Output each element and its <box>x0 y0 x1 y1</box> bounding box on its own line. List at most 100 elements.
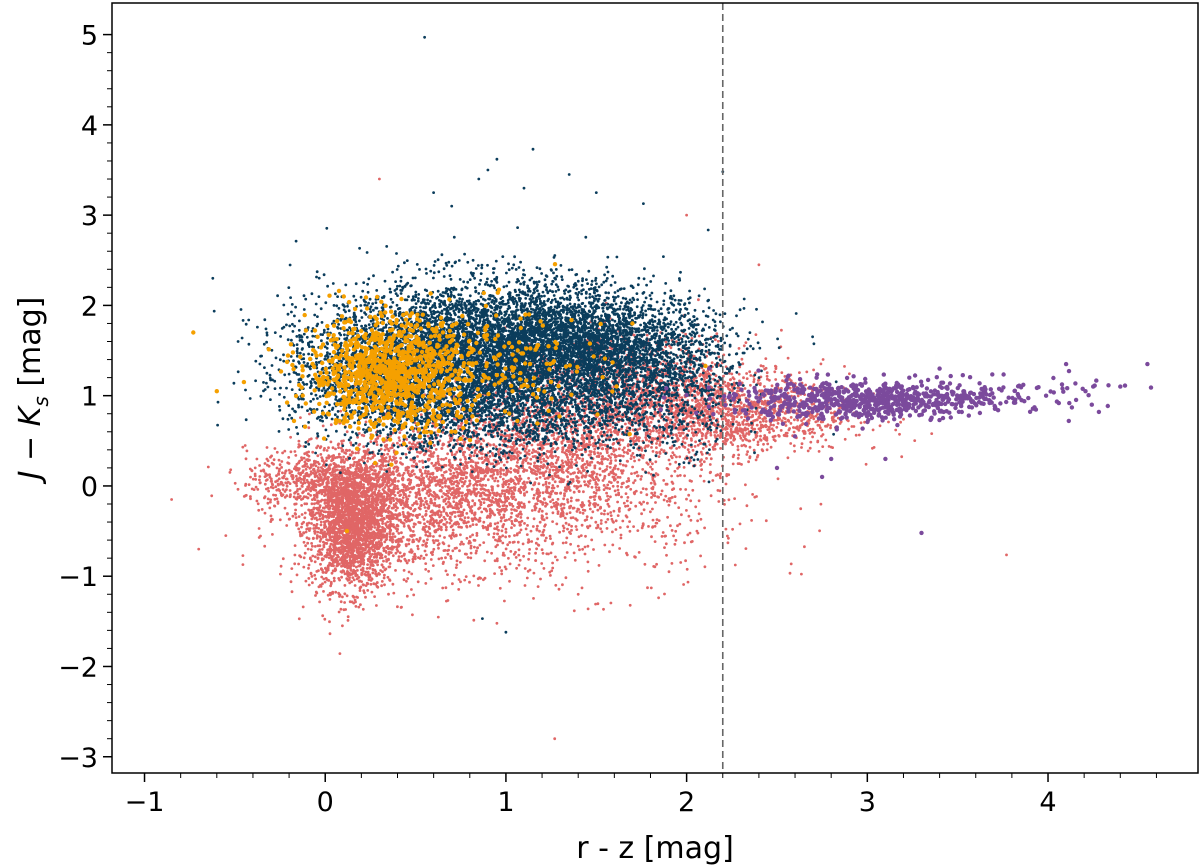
data-point <box>352 516 356 519</box>
data-point <box>366 483 370 486</box>
data-point <box>583 545 587 549</box>
data-point <box>277 472 280 476</box>
data-point <box>498 447 501 451</box>
data-point <box>266 486 270 490</box>
data-point <box>323 580 327 584</box>
data-point <box>310 502 314 506</box>
data-point <box>288 489 292 492</box>
data-point <box>405 503 409 507</box>
data-point <box>328 455 332 459</box>
data-point <box>281 488 285 491</box>
data-point <box>352 496 355 500</box>
data-point <box>444 470 448 474</box>
data-point <box>327 500 331 504</box>
data-point <box>368 532 371 535</box>
data-point <box>500 529 504 533</box>
data-point <box>333 552 337 556</box>
data-point <box>364 540 368 544</box>
data-point <box>541 491 545 495</box>
data-point <box>444 502 448 506</box>
data-point <box>359 603 362 607</box>
data-point <box>344 524 347 528</box>
data-point <box>694 505 698 509</box>
data-point <box>422 518 426 521</box>
data-point <box>268 473 271 477</box>
data-point <box>472 489 476 492</box>
data-point <box>310 522 313 525</box>
data-point <box>449 554 453 558</box>
data-point <box>450 536 453 540</box>
data-point <box>426 470 430 473</box>
data-point <box>448 463 451 467</box>
data-point <box>442 476 445 480</box>
data-point <box>374 438 378 441</box>
data-point <box>353 473 357 477</box>
data-point <box>649 510 652 514</box>
data-point <box>385 483 388 487</box>
data-point <box>485 550 489 554</box>
data-point <box>330 490 333 493</box>
data-point <box>395 523 399 527</box>
data-point <box>362 483 365 487</box>
data-point <box>320 548 324 551</box>
data-point <box>358 589 362 592</box>
data-point <box>529 462 532 466</box>
data-point <box>333 456 337 460</box>
data-point <box>319 445 323 448</box>
data-point <box>501 489 504 493</box>
data-point <box>316 557 320 560</box>
data-point <box>465 512 469 515</box>
data-point <box>407 478 411 481</box>
data-point <box>355 482 359 486</box>
data-point <box>525 490 529 494</box>
data-point <box>431 522 434 526</box>
data-point <box>530 487 534 491</box>
data-point <box>407 466 411 469</box>
data-point <box>524 527 528 531</box>
data-point <box>322 510 326 513</box>
data-point <box>378 459 381 462</box>
data-point <box>275 450 279 454</box>
data-point <box>317 466 320 469</box>
data-point <box>422 557 426 560</box>
data-point <box>290 567 294 570</box>
data-point <box>360 568 363 572</box>
data-point <box>317 491 321 495</box>
data-point <box>330 558 334 562</box>
data-point <box>334 468 338 472</box>
data-point <box>334 558 337 562</box>
data-point <box>731 527 734 531</box>
data-point <box>315 511 318 515</box>
data-point <box>341 496 345 500</box>
data-point <box>376 526 380 530</box>
data-point <box>532 571 536 575</box>
data-point <box>385 533 389 537</box>
data-point <box>376 494 380 497</box>
data-point <box>286 461 290 465</box>
data-point <box>317 527 321 530</box>
data-point <box>359 557 363 561</box>
data-point <box>357 474 361 478</box>
data-point <box>331 535 335 539</box>
data-point <box>258 481 262 484</box>
data-point <box>446 452 449 456</box>
data-point <box>614 528 618 531</box>
data-point <box>555 558 559 562</box>
data-point <box>448 515 452 519</box>
data-point <box>401 506 405 510</box>
data-point <box>390 514 393 517</box>
data-point <box>391 554 395 558</box>
data-point <box>294 454 298 457</box>
data-point <box>337 446 340 449</box>
data-point <box>348 572 352 576</box>
data-point <box>343 584 347 587</box>
data-point <box>376 479 380 483</box>
data-point <box>526 516 530 520</box>
data-point <box>374 535 378 538</box>
data-point <box>249 497 252 501</box>
data-point <box>407 506 411 510</box>
data-point <box>326 498 330 501</box>
data-point <box>346 615 350 619</box>
data-point <box>451 528 455 532</box>
data-point <box>381 478 384 482</box>
